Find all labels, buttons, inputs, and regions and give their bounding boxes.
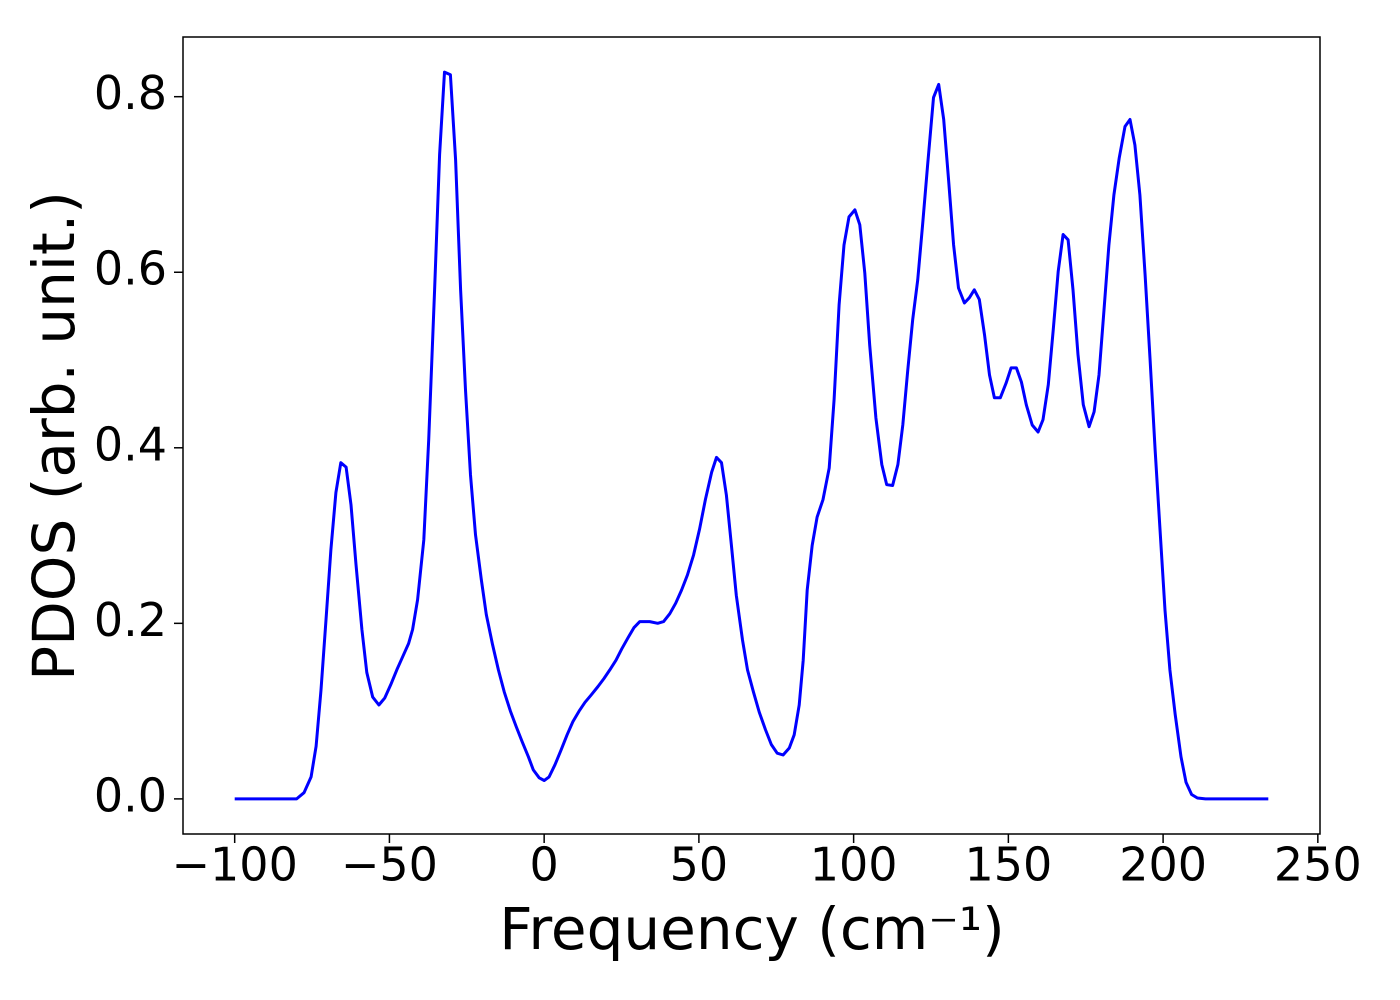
x-tick-label: 250 [1274, 838, 1362, 892]
x-tick-label: 200 [1119, 838, 1207, 892]
x-tick-label: 150 [964, 838, 1052, 892]
x-tick-label: 50 [670, 838, 729, 892]
x-tick-label: 0 [530, 838, 559, 892]
y-tick-label: 0.8 [94, 66, 167, 120]
pdos-line [234, 70, 1269, 801]
x-tick-label: −100 [172, 838, 298, 892]
x-tick-label: 100 [810, 838, 898, 892]
x-axis-label: Frequency (cm⁻¹) [499, 895, 1005, 963]
plot-frame [182, 36, 1321, 835]
y-tick-label: 0.4 [94, 417, 167, 471]
y-tick-label: 0.2 [94, 593, 167, 647]
y-tick-label: 0.6 [94, 242, 167, 296]
y-tick-label: 0.0 [94, 768, 167, 822]
y-axis-label: PDOS (arb. unit.) [20, 191, 88, 681]
x-tick-label: −50 [341, 838, 438, 892]
